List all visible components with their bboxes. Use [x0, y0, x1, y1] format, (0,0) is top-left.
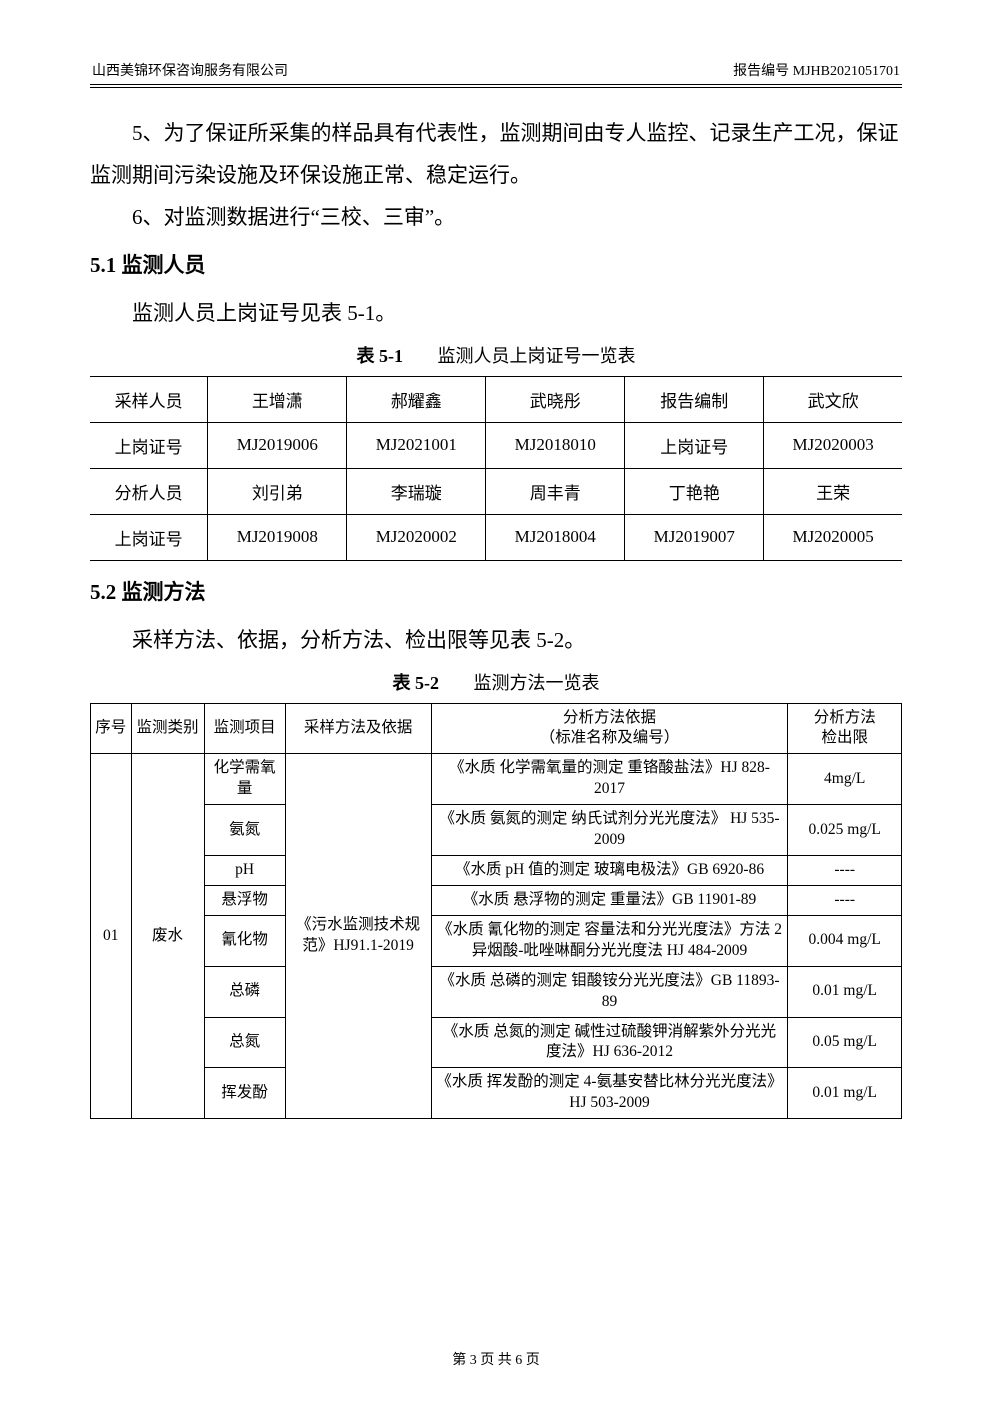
cell: 王增潇: [208, 376, 347, 422]
cell: 报告编制: [625, 376, 764, 422]
table-row: 序号 监测类别 监测项目 采样方法及依据 分析方法依据 （标准名称及编号） 分析…: [91, 703, 902, 754]
table-row: 采样人员 王增潇 郝耀鑫 武晓彤 报告编制 武文欣: [90, 376, 902, 422]
cell: MJ2020003: [764, 422, 902, 468]
cell-seq: 01: [91, 754, 132, 1119]
cell-limit: ----: [788, 885, 902, 915]
cell: 郝耀鑫: [347, 376, 486, 422]
cell: MJ2021001: [347, 422, 486, 468]
table-5-2-caption: 表 5-2 监测方法一览表: [90, 669, 902, 695]
header-cell: 监测项目: [204, 703, 285, 754]
header-report-no: 报告编号 MJHB2021051701: [733, 60, 902, 80]
cell: 王荣: [764, 468, 902, 514]
cell-sampling: 《污水监测技术规范》HJ91.1-2019: [285, 754, 431, 1119]
cell-limit: 4mg/L: [788, 754, 902, 805]
paragraph-6: 6、对监测数据进行“三校、三审”。: [90, 196, 902, 238]
table-5-1-caption: 表 5-1 监测人员上岗证号一览表: [90, 342, 902, 368]
cell-item: pH: [204, 856, 285, 886]
cell: 武文欣: [764, 376, 902, 422]
cell-category: 废水: [131, 754, 204, 1119]
cell-method: 《水质 氨氮的测定 纳氏试剂分光光度法》 HJ 535-2009: [431, 805, 788, 856]
cell-method: 《水质 悬浮物的测定 重量法》GB 11901-89: [431, 885, 788, 915]
cell-method: 《水质 总氮的测定 碱性过硫酸钾消解紫外分光光度法》HJ 636-2012: [431, 1017, 788, 1068]
table-5-2-caption-num: 表 5-2: [393, 673, 440, 693]
table-row: 总磷 《水质 总磷的测定 钼酸铵分光光度法》GB 11893-89 0.01 m…: [91, 966, 902, 1017]
table-row: 氨氮 《水质 氨氮的测定 纳氏试剂分光光度法》 HJ 535-2009 0.02…: [91, 805, 902, 856]
cell-item: 化学需氧量: [204, 754, 285, 805]
cell-limit: ----: [788, 856, 902, 886]
header-cell: 分析方法依据 （标准名称及编号）: [431, 703, 788, 754]
cell-limit: 0.01 mg/L: [788, 966, 902, 1017]
cell: 李瑞璇: [347, 468, 486, 514]
section-5-1-title: 5.1 监测人员: [90, 244, 902, 286]
header-cell: 监测类别: [131, 703, 204, 754]
cell: MJ2020002: [347, 514, 486, 560]
header-cell-line1: 分析方法依据: [563, 709, 656, 726]
cell: 丁艳艳: [625, 468, 764, 514]
table-5-1-caption-text: 监测人员上岗证号一览表: [438, 346, 636, 366]
table-row: 氰化物 《水质 氰化物的测定 容量法和分光光度法》方法 2 异烟酸-吡唑啉酮分光…: [91, 915, 902, 966]
cell: 武晓彤: [486, 376, 625, 422]
header-cell: 分析方法 检出限: [788, 703, 902, 754]
section-5-2-title: 5.2 监测方法: [90, 571, 902, 613]
table-row: 01 废水 化学需氧量 《污水监测技术规范》HJ91.1-2019 《水质 化学…: [91, 754, 902, 805]
cell: 分析人员: [90, 468, 208, 514]
header-cell-line2: （标准名称及编号）: [540, 729, 680, 746]
cell-method: 《水质 氰化物的测定 容量法和分光光度法》方法 2 异烟酸-吡唑啉酮分光光度法 …: [431, 915, 788, 966]
cell: MJ2018010: [486, 422, 625, 468]
page-header: 山西美锦环保咨询服务有限公司 报告编号 MJHB2021051701: [90, 60, 902, 85]
cell: 刘引弟: [208, 468, 347, 514]
cell: MJ2018004: [486, 514, 625, 560]
section-5-2-line: 采样方法、依据，分析方法、检出限等见表 5-2。: [90, 619, 902, 661]
cell: 上岗证号: [90, 514, 208, 560]
cell: 采样人员: [90, 376, 208, 422]
cell-limit: 0.025 mg/L: [788, 805, 902, 856]
table-row: 上岗证号 MJ2019006 MJ2021001 MJ2018010 上岗证号 …: [90, 422, 902, 468]
table-5-2: 序号 监测类别 监测项目 采样方法及依据 分析方法依据 （标准名称及编号） 分析…: [90, 703, 902, 1120]
cell-limit: 0.004 mg/L: [788, 915, 902, 966]
table-row: 分析人员 刘引弟 李瑞璇 周丰青 丁艳艳 王荣: [90, 468, 902, 514]
cell: MJ2020005: [764, 514, 902, 560]
table-row: pH 《水质 pH 值的测定 玻璃电极法》GB 6920-86 ----: [91, 856, 902, 886]
cell-item: 总磷: [204, 966, 285, 1017]
cell-method: 《水质 总磷的测定 钼酸铵分光光度法》GB 11893-89: [431, 966, 788, 1017]
header-company: 山西美锦环保咨询服务有限公司: [90, 60, 288, 80]
cell: 周丰青: [486, 468, 625, 514]
page: 山西美锦环保咨询服务有限公司 报告编号 MJHB2021051701 5、为了保…: [0, 0, 992, 1403]
section-5-1-line: 监测人员上岗证号见表 5-1。: [90, 292, 902, 334]
table-row: 上岗证号 MJ2019008 MJ2020002 MJ2018004 MJ201…: [90, 514, 902, 560]
table-row: 挥发酚 《水质 挥发酚的测定 4-氨基安替比林分光光度法》 HJ 503-200…: [91, 1068, 902, 1119]
table-5-1: 采样人员 王增潇 郝耀鑫 武晓彤 报告编制 武文欣 上岗证号 MJ2019006…: [90, 376, 902, 561]
cell-item: 总氮: [204, 1017, 285, 1068]
header-cell-line2: 检出限: [821, 729, 868, 746]
cell-method: 《水质 挥发酚的测定 4-氨基安替比林分光光度法》 HJ 503-2009: [431, 1068, 788, 1119]
cell-limit: 0.05 mg/L: [788, 1017, 902, 1068]
cell-method: 《水质 pH 值的测定 玻璃电极法》GB 6920-86: [431, 856, 788, 886]
cell: 上岗证号: [625, 422, 764, 468]
cell: MJ2019008: [208, 514, 347, 560]
body: 5、为了保证所采集的样品具有代表性，监测期间由专人监控、记录生产工况，保证监测期…: [90, 112, 902, 334]
header-cell: 序号: [91, 703, 132, 754]
cell-item: 氨氮: [204, 805, 285, 856]
paragraph-5: 5、为了保证所采集的样品具有代表性，监测期间由专人监控、记录生产工况，保证监测期…: [90, 112, 902, 196]
cell-item: 悬浮物: [204, 885, 285, 915]
table-row: 悬浮物 《水质 悬浮物的测定 重量法》GB 11901-89 ----: [91, 885, 902, 915]
table-5-2-caption-text: 监测方法一览表: [474, 673, 600, 693]
cell-limit: 0.01 mg/L: [788, 1068, 902, 1119]
table-5-1-caption-num: 表 5-1: [357, 346, 404, 366]
cell: 上岗证号: [90, 422, 208, 468]
cell-method: 《水质 化学需氧量的测定 重铬酸盐法》HJ 828-2017: [431, 754, 788, 805]
page-footer: 第 3 页 共 6 页: [0, 1349, 992, 1369]
header-cell: 采样方法及依据: [285, 703, 431, 754]
cell-item: 挥发酚: [204, 1068, 285, 1119]
table-row: 总氮 《水质 总氮的测定 碱性过硫酸钾消解紫外分光光度法》HJ 636-2012…: [91, 1017, 902, 1068]
header-rule: [90, 87, 902, 88]
header-cell-line1: 分析方法: [814, 709, 876, 726]
body2: 5.2 监测方法 采样方法、依据，分析方法、检出限等见表 5-2。: [90, 571, 902, 661]
cell: MJ2019007: [625, 514, 764, 560]
cell-item: 氰化物: [204, 915, 285, 966]
cell: MJ2019006: [208, 422, 347, 468]
